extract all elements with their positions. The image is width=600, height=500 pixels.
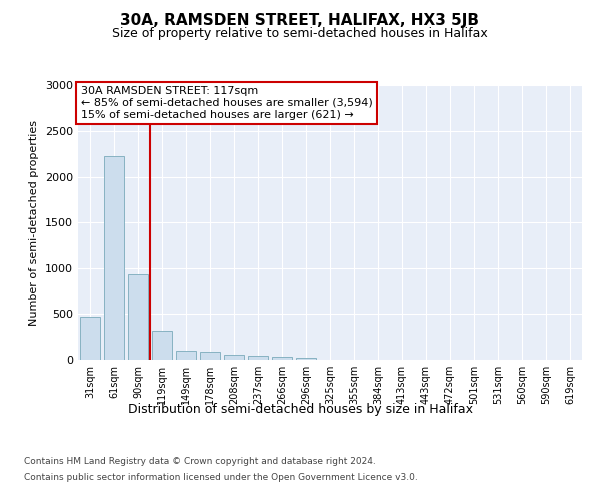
Y-axis label: Number of semi-detached properties: Number of semi-detached properties	[29, 120, 40, 326]
Bar	[248, 356, 268, 360]
Text: Distribution of semi-detached houses by size in Halifax: Distribution of semi-detached houses by …	[128, 402, 473, 415]
Bar	[104, 156, 124, 360]
Bar	[272, 357, 292, 360]
Text: 30A, RAMSDEN STREET, HALIFAX, HX3 5JB: 30A, RAMSDEN STREET, HALIFAX, HX3 5JB	[121, 12, 479, 28]
Bar	[296, 358, 316, 360]
Text: Contains HM Land Registry data © Crown copyright and database right 2024.: Contains HM Land Registry data © Crown c…	[24, 458, 376, 466]
Bar	[224, 354, 244, 360]
Text: Contains public sector information licensed under the Open Government Licence v3: Contains public sector information licen…	[24, 472, 418, 482]
Text: Size of property relative to semi-detached houses in Halifax: Size of property relative to semi-detach…	[112, 28, 488, 40]
Bar	[80, 317, 100, 360]
Bar	[200, 352, 220, 360]
Bar	[152, 330, 172, 360]
Bar	[176, 351, 196, 360]
Bar	[128, 274, 148, 360]
Text: 30A RAMSDEN STREET: 117sqm
← 85% of semi-detached houses are smaller (3,594)
15%: 30A RAMSDEN STREET: 117sqm ← 85% of semi…	[80, 86, 372, 120]
